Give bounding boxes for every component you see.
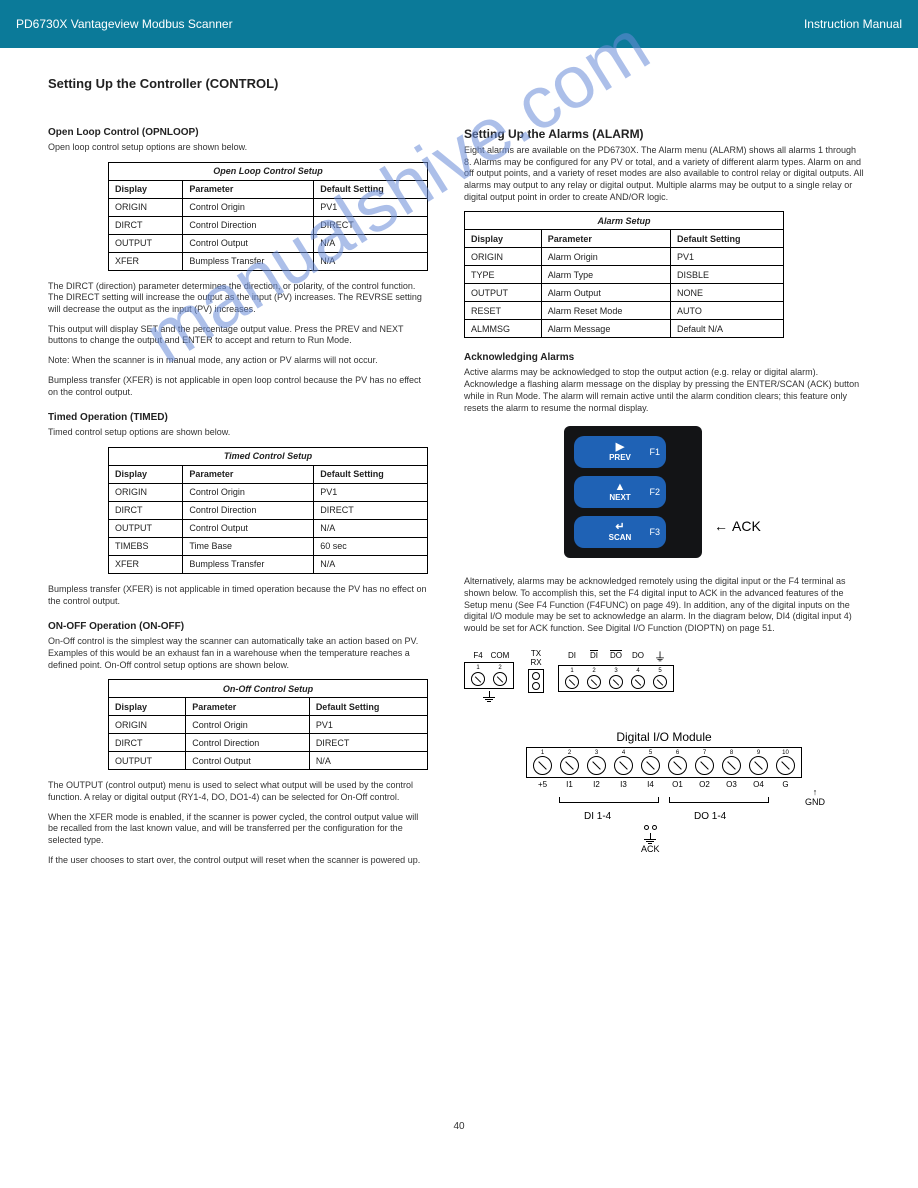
up-icon: ▲ bbox=[615, 482, 626, 493]
tx-rx-block: TX RX bbox=[528, 649, 544, 693]
ground-icon bbox=[483, 691, 495, 702]
f3-label: F3 bbox=[649, 527, 660, 537]
play-icon: ▶ bbox=[616, 442, 624, 453]
screw-icon bbox=[695, 756, 714, 775]
para: Note: When the scanner is in manual mode… bbox=[48, 355, 428, 367]
para: When the XFER mode is enabled, if the sc… bbox=[48, 812, 428, 847]
header-left: PD6730X Vantageview Modbus Scanner bbox=[16, 17, 459, 31]
f2-label: F2 bbox=[649, 487, 660, 497]
earth-icon: ⏚ bbox=[654, 650, 666, 664]
col-head: Display bbox=[109, 180, 183, 198]
screw-icon bbox=[493, 672, 507, 686]
f1-label: F1 bbox=[649, 447, 660, 457]
screw-icon bbox=[722, 756, 741, 775]
brace-do-label: DO 1-4 bbox=[694, 811, 726, 822]
screw-icon bbox=[749, 756, 768, 775]
table-title: Alarm Setup bbox=[465, 212, 784, 230]
screw-icon bbox=[587, 756, 606, 775]
intro-open-loop: Open loop control setup options are show… bbox=[48, 142, 428, 154]
screw-icon bbox=[614, 756, 633, 775]
header-bar: PD6730X Vantageview Modbus Scanner Instr… bbox=[0, 0, 918, 48]
brace-di-label: DI 1-4 bbox=[584, 811, 611, 822]
arrow-up-icon: ↑ bbox=[813, 787, 818, 797]
para: Bumpless transfer (XFER) is not applicab… bbox=[48, 584, 428, 607]
dio-title: Digital I/O Module bbox=[616, 730, 711, 744]
screw-icon bbox=[653, 675, 667, 689]
left-column: Open Loop Control (OPNLOOP) Open loop co… bbox=[48, 113, 428, 874]
screw-icon bbox=[609, 675, 623, 689]
header-right: Instruction Manual bbox=[459, 17, 902, 31]
f4-com-block: F4 COM 1 2 bbox=[464, 651, 514, 702]
screw-icon bbox=[533, 756, 552, 775]
led-icon bbox=[532, 682, 540, 690]
intro-timed: Timed control setup options are shown be… bbox=[48, 427, 428, 439]
dio-under-labels: +5 I1 I2 I3 I4 O1 O2 O3 O4 G bbox=[529, 780, 799, 789]
keypad-figure: ▶ PREV F1 ▲ NEXT F2 ↵ bbox=[564, 426, 804, 558]
para: Bumpless transfer (XFER) is not applicab… bbox=[48, 375, 428, 398]
enter-icon: ↵ bbox=[615, 522, 624, 533]
di-do-block: DI DI DO DO ⏚ 1 2 3 4 5 bbox=[558, 651, 674, 692]
table-onoff: On-Off Control Setup Display Parameter D… bbox=[108, 679, 428, 770]
keypad: ▶ PREV F1 ▲ NEXT F2 ↵ bbox=[564, 426, 702, 558]
screw-icon bbox=[587, 675, 601, 689]
screw-icon bbox=[471, 672, 485, 686]
brace-do bbox=[669, 793, 769, 803]
heading-ack: Acknowledging Alarms bbox=[464, 352, 864, 363]
table-title: On-Off Control Setup bbox=[109, 680, 428, 698]
screw-icon bbox=[668, 756, 687, 775]
screw-icon bbox=[776, 756, 795, 775]
table-alarm: Alarm Setup Display Parameter Default Se… bbox=[464, 211, 784, 338]
page-title: Setting Up the Controller (CONTROL) bbox=[48, 76, 870, 91]
screw-icon bbox=[560, 756, 579, 775]
para-ack1: Active alarms may be acknowledged to sto… bbox=[464, 367, 864, 414]
heading-open-loop: Open Loop Control (OPNLOOP) bbox=[48, 127, 428, 138]
para: The OUTPUT (control output) menu is used… bbox=[48, 780, 428, 803]
heading-alarm: Setting Up the Alarms (ALARM) bbox=[464, 127, 864, 141]
led-icon bbox=[532, 672, 540, 680]
heading-onoff: ON-OFF Operation (ON-OFF) bbox=[48, 621, 428, 632]
para: This output will display SET and the per… bbox=[48, 324, 428, 347]
page-body: manualshive.com Setting Up the Controlle… bbox=[0, 48, 918, 1148]
gnd-arrow: ↑ GND bbox=[805, 787, 825, 807]
table-timed: Timed Control Setup Display Parameter De… bbox=[108, 447, 428, 574]
dio-block: 1 2 3 4 5 6 7 8 9 10 bbox=[526, 747, 802, 778]
brace-di bbox=[559, 793, 659, 803]
intro-alarm: Eight alarms are available on the PD6730… bbox=[464, 145, 864, 203]
screw-icon bbox=[631, 675, 645, 689]
col-head: Parameter bbox=[183, 180, 314, 198]
para: If the user chooses to start over, the c… bbox=[48, 855, 428, 867]
heading-timed: Timed Operation (TIMED) bbox=[48, 412, 428, 423]
dio-figure: Digital I/O Module 1 2 3 4 5 6 7 8 9 10 … bbox=[464, 730, 864, 849]
screw-icon bbox=[565, 675, 579, 689]
para: The DIRCT (direction) parameter determin… bbox=[48, 281, 428, 316]
connector-figure: F4 COM 1 2 TX RX bbox=[464, 651, 864, 702]
right-column: Setting Up the Alarms (ALARM) Eight alar… bbox=[464, 113, 864, 874]
page-number: 40 bbox=[453, 1121, 464, 1132]
table-title: Open Loop Control Setup bbox=[109, 162, 428, 180]
table-open-loop: Open Loop Control Setup Display Paramete… bbox=[108, 162, 428, 271]
table-title: Timed Control Setup bbox=[109, 447, 428, 465]
screw-icon bbox=[641, 756, 660, 775]
dio-braces: DI 1-4 DO 1-4 ↑ GND ACK bbox=[529, 789, 799, 849]
col-head: Default Setting bbox=[314, 180, 428, 198]
ack-arrow: ← ACK bbox=[714, 518, 761, 534]
dio-ack: ACK bbox=[641, 825, 660, 854]
ground-icon bbox=[644, 833, 656, 844]
para-ack2: Alternatively, alarms may be acknowledge… bbox=[464, 576, 864, 634]
two-columns: Open Loop Control (OPNLOOP) Open loop co… bbox=[48, 113, 870, 874]
arrow-left-icon: ← bbox=[714, 518, 728, 534]
intro-onoff: On-Off control is the simplest way the s… bbox=[48, 636, 428, 671]
